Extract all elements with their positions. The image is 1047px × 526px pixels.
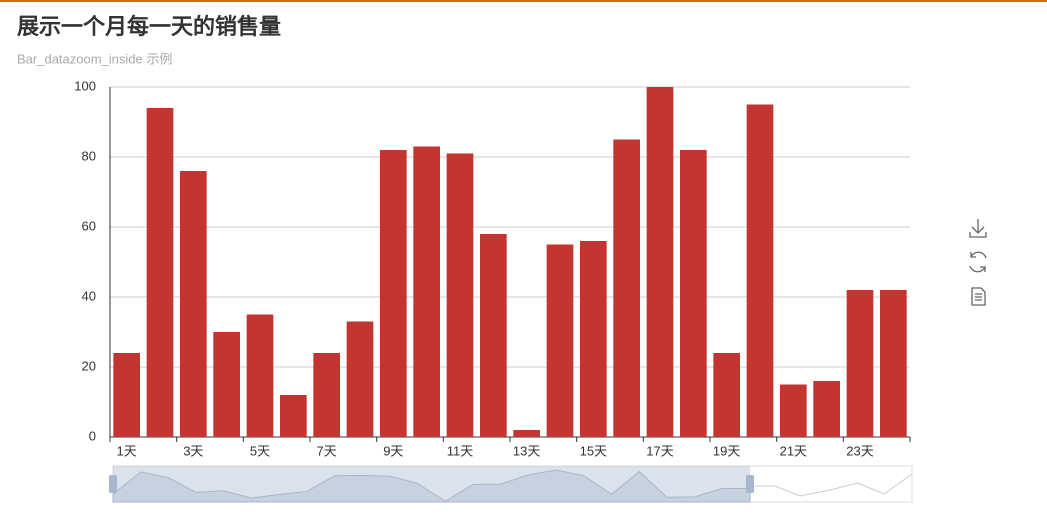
x-tick-label: 19天 [713,443,740,458]
zoom-selection [113,466,750,502]
bar [480,234,507,437]
bar [580,241,607,437]
bar [746,104,774,437]
x-tick-label: 9天 [383,443,403,458]
bar [313,353,340,437]
bar [413,146,440,437]
x-tick-label: 13天 [513,443,540,458]
x-tick-label: 17天 [646,443,673,458]
zoom-shadow [112,469,751,503]
bar [380,150,407,437]
bar [780,384,807,437]
bar [813,381,840,437]
x-tick-label: 1天 [117,443,137,458]
toolbox [969,219,987,306]
y-tick-label: 80 [82,148,96,163]
data-view-icon[interactable] [971,287,986,306]
bar [213,332,240,437]
y-tick-label: 60 [82,218,96,233]
zoom-shadow-tail [750,473,913,497]
bar [713,353,740,437]
bar [180,171,207,437]
x-tick-label: 5天 [250,443,270,458]
top-border [0,0,1047,2]
x-tick-label: 21天 [780,443,807,458]
bar [246,314,274,437]
x-tick-label: 15天 [580,443,607,458]
restore-icon[interactable] [969,251,987,273]
bar [646,87,674,437]
bar [880,290,907,437]
zoom-handle[interactable] [746,475,754,493]
chart-subtitle: Bar_datazoom_inside 示例 [17,51,172,66]
bar [446,153,474,437]
bar [546,244,574,437]
x-tick-label: 3天 [183,443,203,458]
bar [613,139,640,437]
zoom-handle[interactable] [109,475,117,493]
bar [280,395,307,437]
y-tick-label: 0 [89,428,96,443]
x-tick-label: 23天 [846,443,873,458]
y-tick-label: 40 [82,288,96,303]
save-icon[interactable] [969,219,987,238]
y-tick-label: 20 [82,358,96,373]
bar [513,430,540,437]
bar [346,321,374,437]
x-tick-label: 11天 [447,443,474,458]
data-zoom[interactable] [109,465,913,503]
bar [680,150,707,437]
bar [113,353,140,437]
x-tick-label: 7天 [317,443,337,458]
y-tick-label: 100 [74,78,96,93]
chart-title: 展示一个月每一天的销售量 [17,14,281,39]
bar [146,108,174,437]
bar [846,290,874,437]
